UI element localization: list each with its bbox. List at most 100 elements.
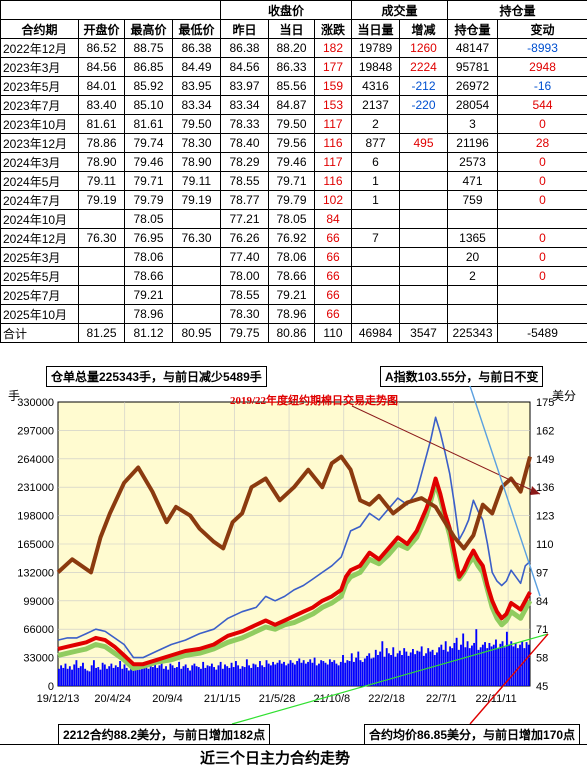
volume-bar (84, 669, 86, 686)
volume-bar (482, 645, 484, 686)
table-cell: 78.66 (125, 267, 173, 286)
column-header: 持仓量 (448, 20, 498, 39)
x-tick-label: 21/1/15 (204, 693, 241, 705)
volume-bar (342, 655, 344, 686)
volume-bar (169, 664, 171, 686)
volume-bar (154, 664, 156, 686)
volume-bar (102, 663, 104, 686)
x-tick-label: 21/5/28 (259, 693, 296, 705)
table-cell: 78.33 (221, 115, 269, 134)
table-cell: 84.01 (79, 77, 125, 96)
table-cell: 0 (498, 115, 587, 134)
volume-bar (145, 666, 147, 686)
table-cell: 2024年12月 (1, 229, 79, 248)
table-cell: 66 (315, 305, 352, 324)
volume-bar (478, 650, 480, 686)
table-cell: -8993 (498, 39, 587, 58)
table-cell: 95781 (448, 58, 498, 77)
volume-bar (370, 658, 372, 686)
table-cell (498, 286, 587, 305)
table-cell: 79.71 (125, 172, 173, 191)
table-cell: 117 (315, 115, 352, 134)
table-cell: 0 (498, 153, 587, 172)
volume-bar (344, 663, 346, 686)
left-tick-label: 132000 (17, 567, 54, 579)
table-cell: 79.11 (173, 172, 221, 191)
header-oi: 持仓量 (448, 1, 587, 20)
table-cell: 76.26 (221, 229, 269, 248)
volume-bar (233, 667, 235, 686)
table-cell: -220 (400, 96, 448, 115)
volume-bar (128, 671, 130, 686)
table-cell: 4316 (352, 77, 400, 96)
left-tick-label: 264000 (17, 454, 54, 466)
table-cell: 78.77 (221, 191, 269, 210)
header-row: 合约期开盘价最高价最低价昨日当日涨跌当日量增减持仓量变动 (1, 20, 587, 39)
table-cell (79, 210, 125, 229)
volume-bar (425, 653, 427, 686)
volume-bar (185, 664, 187, 686)
x-tick-label: 20/4/24 (94, 693, 131, 705)
volume-bar (106, 669, 108, 686)
volume-bar (80, 666, 82, 686)
volume-bar (93, 660, 95, 686)
right-tick-label: 162 (536, 425, 554, 437)
volume-bar (377, 655, 379, 686)
table-cell: 78.96 (269, 305, 315, 324)
volume-bar (399, 651, 401, 686)
left-tick-label: 231000 (17, 482, 54, 494)
volume-bar (67, 669, 69, 686)
volume-bar (71, 670, 73, 686)
table-cell: 159 (315, 77, 352, 96)
volume-bar (124, 664, 126, 686)
table-cell: 84.56 (221, 58, 269, 77)
table-cell: 2137 (352, 96, 400, 115)
column-header: 最高价 (125, 20, 173, 39)
volume-bar (395, 657, 397, 686)
column-header: 开盘价 (79, 20, 125, 39)
table-cell (352, 305, 400, 324)
table-cell (173, 210, 221, 229)
table-cell: 544 (498, 96, 587, 115)
volume-bar (484, 642, 486, 686)
table-cell: 83.34 (221, 96, 269, 115)
table-cell: 2023年12月 (1, 134, 79, 153)
table-cell: 0 (498, 229, 587, 248)
volume-bar (296, 661, 298, 686)
volume-bar (69, 666, 71, 686)
volume-bar (121, 669, 123, 686)
volume-bar (351, 653, 353, 686)
volume-bar (82, 663, 84, 686)
left-tick-label: 297000 (17, 425, 54, 437)
x-tick-label: 22/2/18 (368, 693, 405, 705)
index-note: A指数103.55分，与前日不变 (380, 366, 543, 387)
volume-bar (257, 667, 259, 686)
volume-bar (156, 668, 158, 686)
table-cell: 76.30 (79, 229, 125, 248)
volume-bar (447, 652, 449, 686)
header-group-row: 收盘价成交量持仓量 (1, 1, 587, 20)
table-cell: 1365 (448, 229, 498, 248)
table-cell: 79.46 (269, 153, 315, 172)
volume-bar (259, 661, 261, 686)
volume-bar (95, 668, 97, 686)
table-cell: 6 (352, 153, 400, 172)
volume-bar (191, 665, 193, 686)
volume-bar (403, 648, 405, 686)
table-cell: 80.86 (269, 324, 315, 343)
volume-bar (329, 659, 331, 686)
volume-bar (246, 659, 248, 686)
volume-bar (379, 652, 381, 686)
table-cell: 46984 (352, 324, 400, 343)
table-cell: 84.87 (269, 96, 315, 115)
table-cell (79, 305, 125, 324)
table-cell: 88.75 (125, 39, 173, 58)
volume-bar (443, 650, 445, 686)
table-cell: 84 (315, 210, 352, 229)
table-cell (173, 248, 221, 267)
volume-bar (117, 667, 119, 686)
column-header: 合约期 (1, 20, 79, 39)
